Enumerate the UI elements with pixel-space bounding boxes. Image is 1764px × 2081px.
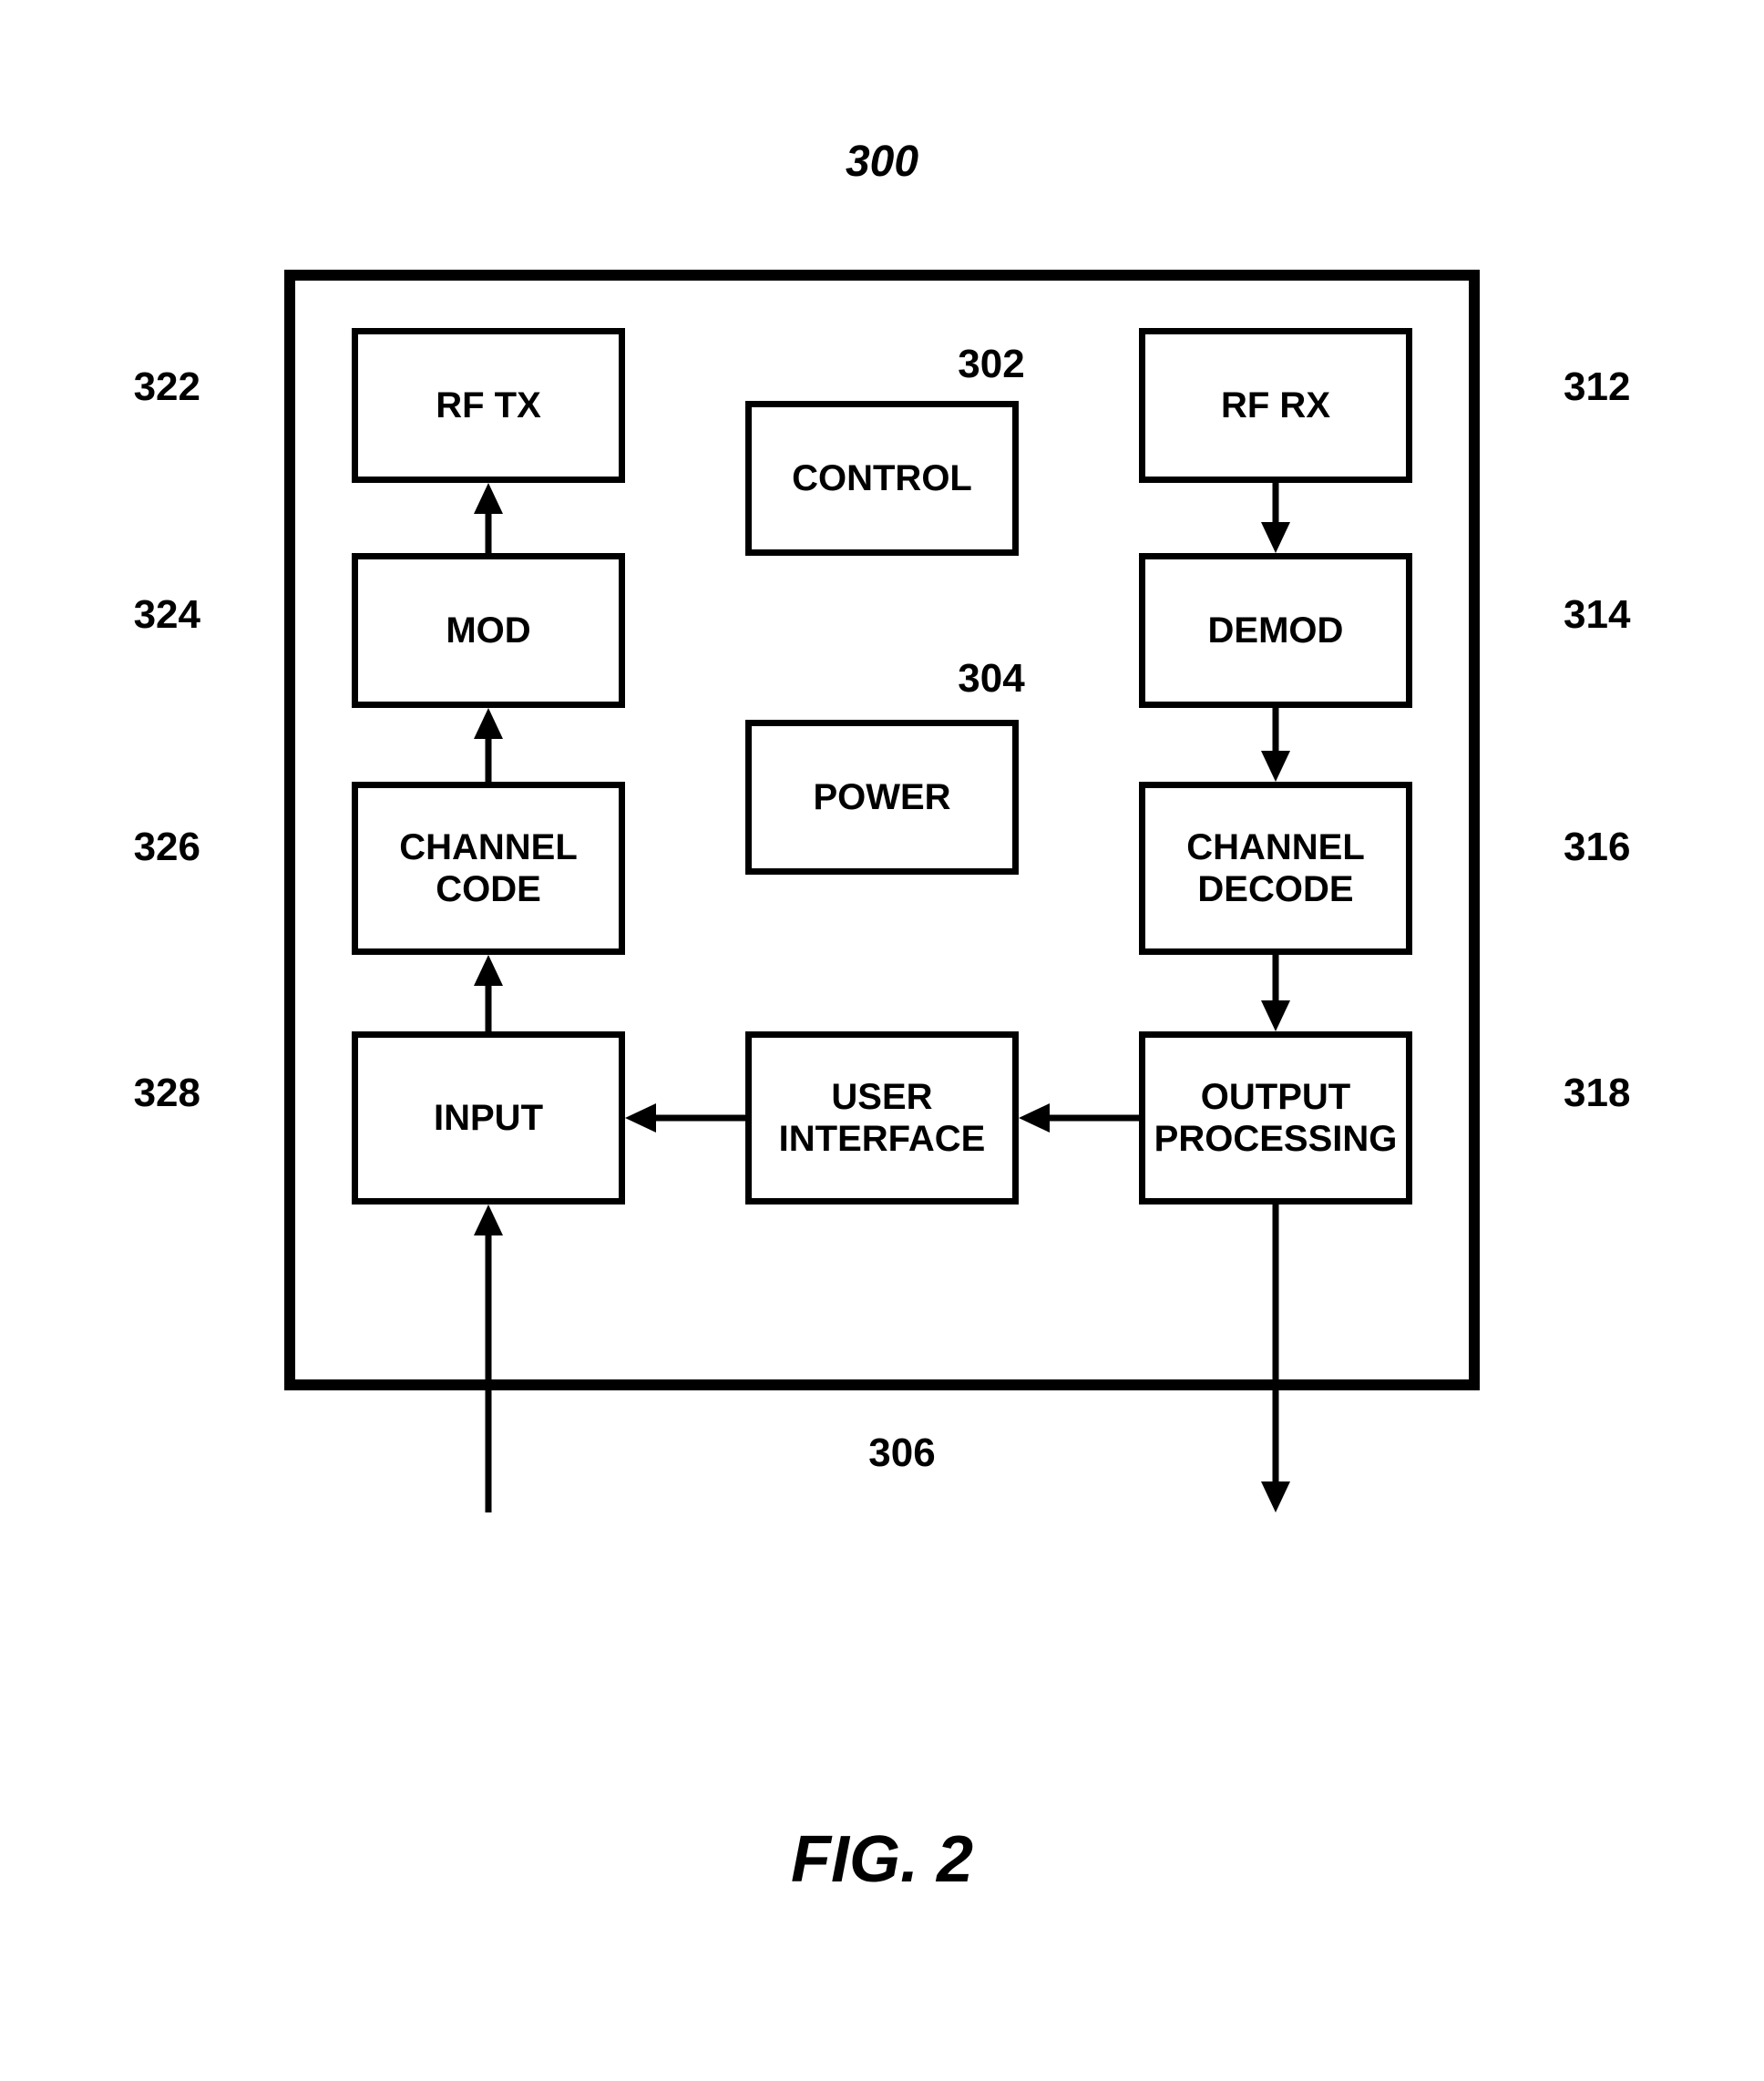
block-demod: DEMOD <box>1139 553 1412 708</box>
ref-306: 306 <box>847 1430 957 1476</box>
block-label: RF TX <box>436 384 541 426</box>
block-label: CHANNEL DECODE <box>1145 826 1406 910</box>
block-user-interface: USER INTERFACE <box>745 1031 1019 1205</box>
ref-326: 326 <box>64 825 200 870</box>
block-rf-rx: RF RX <box>1139 328 1412 483</box>
ref-324: 324 <box>64 592 200 638</box>
block-channel-decode: CHANNEL DECODE <box>1139 782 1412 955</box>
ref-316: 316 <box>1564 825 1700 870</box>
ref-322: 322 <box>64 364 200 410</box>
ref-318: 318 <box>1564 1071 1700 1116</box>
block-label: DEMOD <box>1208 610 1344 651</box>
block-mod: MOD <box>352 553 625 708</box>
ref-328: 328 <box>64 1071 200 1116</box>
block-output-processing: OUTPUT PROCESSING <box>1139 1031 1412 1205</box>
block-label: OUTPUT PROCESSING <box>1145 1076 1406 1160</box>
block-control: CONTROL <box>745 401 1019 556</box>
block-label: POWER <box>813 776 950 818</box>
block-label: MOD <box>446 610 530 651</box>
block-label: CHANNEL CODE <box>358 826 619 910</box>
figure-caption: FIG. 2 <box>0 1822 1764 1897</box>
ref-314: 314 <box>1564 592 1700 638</box>
block-label: CONTROL <box>792 457 972 499</box>
block-label: USER INTERFACE <box>752 1076 1012 1160</box>
block-channel-code: CHANNEL CODE <box>352 782 625 955</box>
ref-main: 300 <box>0 137 1764 187</box>
block-input: INPUT <box>352 1031 625 1205</box>
ref-312: 312 <box>1564 364 1700 410</box>
block-label: INPUT <box>434 1097 543 1139</box>
block-label: RF RX <box>1221 384 1330 426</box>
ref-304: 304 <box>937 656 1046 702</box>
ref-302: 302 <box>937 342 1046 387</box>
block-power: POWER <box>745 720 1019 875</box>
block-rf-tx: RF TX <box>352 328 625 483</box>
